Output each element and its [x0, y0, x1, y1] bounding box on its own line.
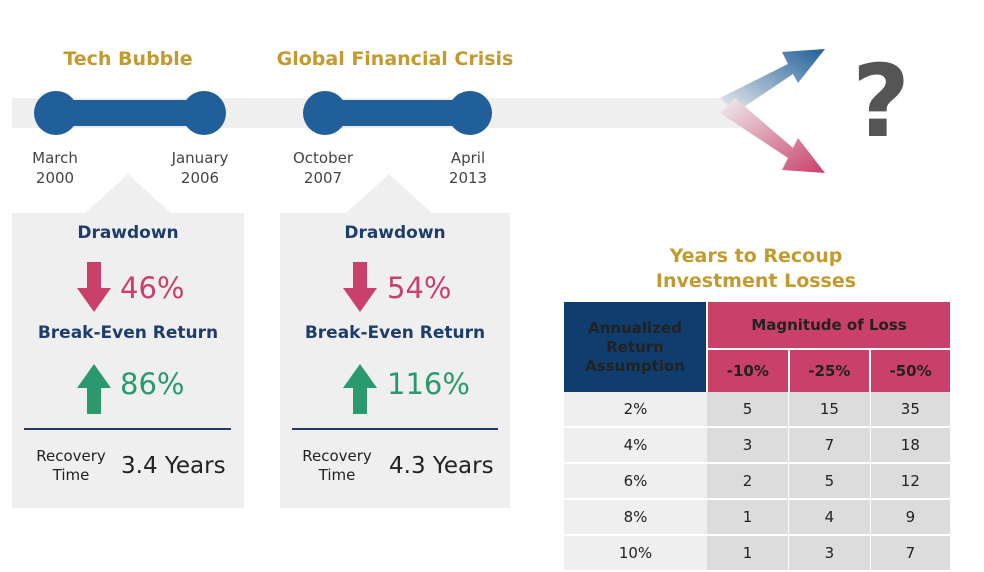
return-rate-cell: 2%	[564, 392, 707, 428]
years-cell: 35	[870, 392, 950, 428]
date-label-end: April 2013	[418, 148, 518, 188]
up-arrow-icon	[77, 364, 111, 414]
divider	[292, 428, 498, 430]
break-even-value: 86%	[120, 367, 185, 401]
row-header-line: Return	[606, 337, 664, 356]
up-arrow-icon	[343, 364, 377, 414]
return-rate-cell: 10%	[564, 535, 707, 572]
down-arrow-icon	[77, 262, 111, 312]
diverging-arrows-icon	[720, 49, 825, 173]
date-month: October	[292, 149, 354, 167]
years-cell: 5	[788, 463, 871, 500]
down-arrow-icon	[343, 262, 377, 312]
years-cell: 9	[870, 499, 950, 536]
column-header: -50%	[870, 349, 950, 392]
return-rate-cell: 6%	[564, 463, 707, 500]
group-header-cell: Magnitude of Loss	[707, 302, 950, 350]
years-cell: 1	[707, 535, 790, 572]
date-label-end: January 2006	[150, 148, 250, 188]
date-month: March	[32, 149, 78, 167]
date-year: 2013	[448, 169, 488, 187]
date-year: 2007	[303, 169, 343, 187]
table-title-line: Years to Recoup	[669, 245, 843, 267]
row-header-cell: Annualized Return Assumption	[564, 302, 708, 392]
years-cell: 4	[788, 499, 871, 536]
timeline-marker-end	[182, 91, 226, 135]
recovery-label-line: Recovery	[36, 447, 106, 465]
timeline-marker-end	[448, 91, 492, 135]
years-cell: 7	[870, 535, 950, 572]
years-cell: 1	[707, 499, 790, 536]
timeline-marker-start	[303, 91, 347, 135]
date-label-start: October 2007	[273, 148, 373, 188]
date-year: 2006	[180, 169, 220, 187]
callout-pointer	[345, 174, 433, 214]
era-title-tech-bubble: Tech Bubble	[63, 48, 193, 70]
era-title-global-financial-crisis: Global Financial Crisis	[276, 48, 514, 70]
drawdown-label: Drawdown	[344, 223, 446, 243]
drawdown-card-gfc: Drawdown 54% Break-Even Return 116% Reco…	[280, 213, 510, 508]
recovery-label-line: Time	[52, 466, 90, 484]
recovery-time-value: 3.4 Years	[121, 453, 226, 479]
years-cell: 3	[788, 535, 871, 572]
table-row: 10% 1 3 7	[564, 535, 950, 572]
drawdown-label: Drawdown	[77, 223, 179, 243]
years-cell: 18	[870, 427, 950, 464]
table-row: 6% 2 5 12	[564, 463, 950, 500]
recovery-time-label: Recovery Time	[292, 447, 382, 485]
row-header-line: Annualized	[588, 318, 682, 337]
recovery-time-label: Recovery Time	[26, 447, 116, 485]
return-rate-cell: 4%	[564, 427, 707, 464]
years-cell: 5	[707, 392, 790, 428]
era-span-bar-gfc	[326, 100, 470, 126]
break-even-label: Break-Even Return	[37, 323, 219, 343]
table-title: Years to Recoup Investment Losses	[564, 244, 948, 294]
recoup-table: Annualized Return Assumption Magnitude o…	[564, 302, 950, 572]
return-rate-cell: 8%	[564, 499, 707, 536]
break-even-label: Break-Even Return	[304, 323, 486, 343]
drawdown-value: 54%	[387, 271, 452, 305]
date-label-start: March 2000	[5, 148, 105, 188]
timeline-marker-start	[34, 91, 78, 135]
years-cell: 15	[788, 392, 871, 428]
years-cell: 7	[788, 427, 871, 464]
divider	[24, 428, 231, 430]
drawdown-value: 46%	[120, 271, 185, 305]
recovery-label-line: Recovery	[302, 447, 372, 465]
callout-pointer	[84, 174, 172, 214]
question-mark-icon: ?	[852, 43, 911, 160]
table-title-line: Investment Losses	[655, 270, 857, 292]
era-span-bar-tech-bubble	[56, 100, 204, 126]
column-header: -10%	[707, 349, 790, 392]
drawdown-card-tech-bubble: Drawdown 46% Break-Even Return 86% Recov…	[12, 213, 244, 508]
date-year: 2000	[35, 169, 75, 187]
date-month: January	[171, 149, 229, 167]
table-row: 4% 3 7 18	[564, 427, 950, 464]
table-row: 2% 5 15 35	[564, 392, 950, 428]
up-arrow-icon	[720, 49, 825, 113]
date-month: April	[450, 149, 486, 167]
recovery-time-value: 4.3 Years	[389, 453, 494, 479]
row-header-line: Assumption	[585, 356, 685, 375]
table-row: 8% 1 4 9	[564, 499, 950, 536]
years-cell: 2	[707, 463, 790, 500]
break-even-value: 116%	[387, 367, 470, 401]
years-cell: 12	[870, 463, 950, 500]
down-arrow-icon	[720, 98, 825, 173]
column-header: -25%	[788, 349, 872, 392]
recovery-label-line: Time	[318, 466, 356, 484]
years-cell: 3	[707, 427, 790, 464]
